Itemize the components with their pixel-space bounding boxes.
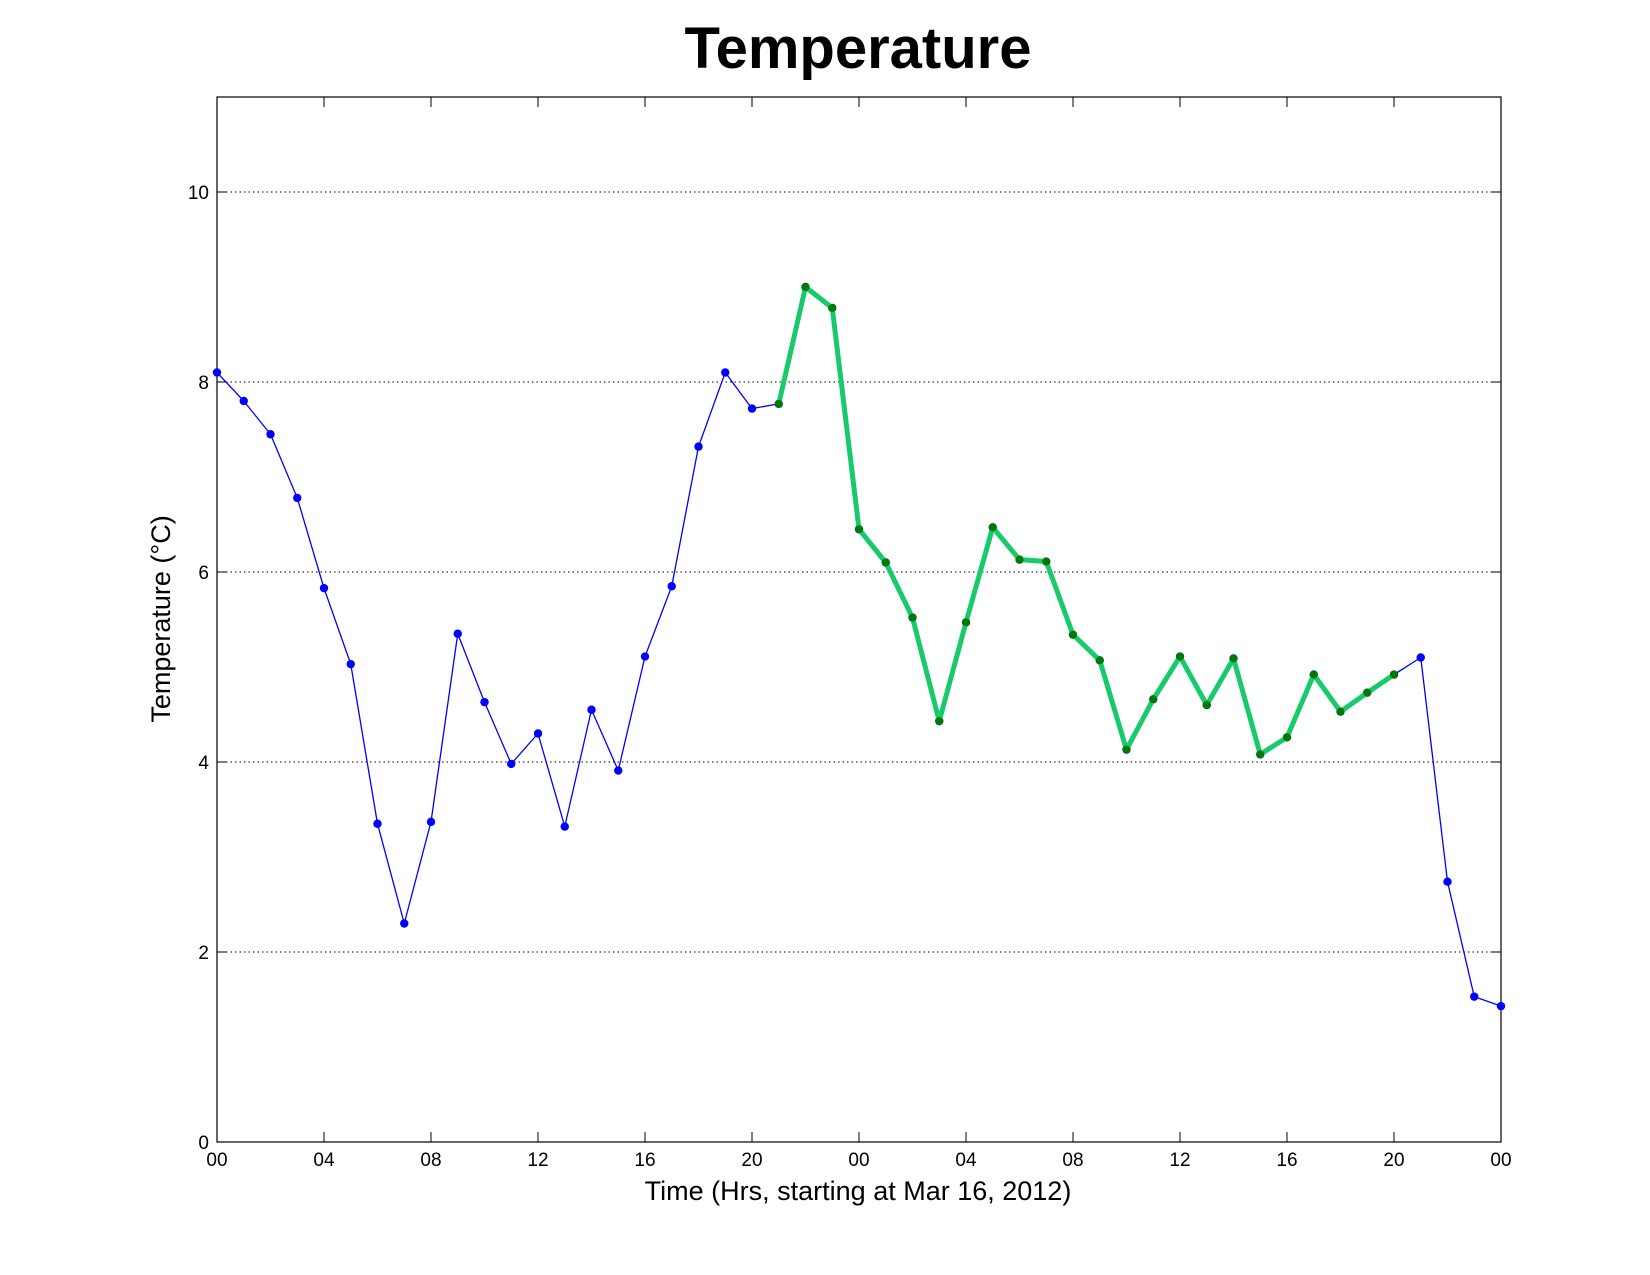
data-point-temperature bbox=[400, 919, 409, 928]
x-tick-label: 00 bbox=[206, 1150, 227, 1171]
data-point-highlighted bbox=[908, 613, 917, 622]
x-tick-label: 08 bbox=[420, 1150, 441, 1171]
data-point-temperature bbox=[293, 493, 302, 503]
data-point-temperature bbox=[640, 652, 650, 661]
data-point-temperature bbox=[1496, 1001, 1506, 1011]
data-point-temperature bbox=[587, 705, 596, 714]
y-tick-label: 6 bbox=[198, 563, 209, 584]
data-point-temperature bbox=[667, 582, 676, 591]
data-point-highlighted bbox=[855, 525, 863, 534]
data-point-temperature bbox=[266, 430, 275, 439]
x-tick-label: 16 bbox=[1276, 1150, 1297, 1171]
data-point-highlighted bbox=[1202, 701, 1211, 709]
x-tick-label: 20 bbox=[1383, 1150, 1404, 1171]
x-tick-label: 00 bbox=[1490, 1150, 1511, 1171]
y-tick-label: 2 bbox=[198, 943, 209, 964]
data-point-highlighted bbox=[1176, 652, 1184, 661]
x-tick-label: 16 bbox=[634, 1150, 655, 1171]
data-point-temperature bbox=[560, 822, 569, 831]
data-point-temperature bbox=[426, 817, 436, 827]
data-point-temperature bbox=[212, 368, 222, 377]
data-point-highlighted bbox=[935, 717, 944, 726]
data-point-temperature bbox=[614, 766, 623, 775]
x-tick-label: 20 bbox=[741, 1150, 762, 1171]
data-point-highlighted bbox=[1069, 630, 1077, 639]
series-line-highlighted bbox=[776, 284, 1397, 757]
data-point-highlighted bbox=[1095, 656, 1104, 665]
axis-ticks: 0 2 4 6 8 10 00 04 08 12 16 20 00 04 08 12 16 20 00 bbox=[188, 97, 1512, 1171]
series-line-temperature bbox=[216, 286, 1502, 1007]
chart-title: Temperature bbox=[684, 16, 1031, 81]
data-point-highlighted bbox=[1122, 745, 1131, 754]
data-point-temperature bbox=[319, 583, 329, 593]
data-point-highlighted bbox=[881, 558, 890, 567]
x-tick-label: 04 bbox=[313, 1150, 335, 1171]
data-point-temperature bbox=[239, 396, 248, 406]
y-axis-label: Temperature (°C) bbox=[146, 515, 176, 722]
data-point-highlighted bbox=[1390, 670, 1398, 679]
data-point-temperature bbox=[1470, 992, 1479, 1001]
data-point-highlighted bbox=[962, 618, 970, 627]
series-layer bbox=[212, 282, 1506, 1011]
data-point-temperature bbox=[346, 659, 355, 669]
data-point-temperature bbox=[1416, 653, 1425, 662]
data-point-temperature bbox=[453, 629, 462, 638]
y-tick-label: 4 bbox=[198, 753, 209, 774]
x-tick-label: 12 bbox=[1169, 1150, 1190, 1171]
data-point-highlighted bbox=[1309, 670, 1318, 679]
y-tick-label: 0 bbox=[198, 1133, 209, 1154]
y-tick-label: 10 bbox=[188, 183, 209, 204]
data-point-highlighted bbox=[1256, 750, 1265, 759]
data-point-temperature bbox=[747, 404, 757, 413]
x-tick-label: 00 bbox=[848, 1150, 869, 1171]
plot-frame bbox=[216, 96, 1502, 1143]
data-point-highlighted bbox=[801, 283, 810, 291]
data-point-highlighted bbox=[774, 399, 783, 408]
data-point-temperature bbox=[480, 697, 489, 707]
gridlines bbox=[217, 191, 1501, 953]
data-point-highlighted bbox=[1336, 707, 1345, 716]
data-point-temperature bbox=[507, 759, 516, 769]
data-point-temperature bbox=[721, 368, 730, 377]
data-point-temperature bbox=[373, 819, 382, 828]
data-point-highlighted bbox=[1363, 688, 1372, 697]
data-point-highlighted bbox=[1042, 557, 1051, 566]
data-point-temperature bbox=[1443, 877, 1452, 886]
x-tick-label: 08 bbox=[1062, 1150, 1083, 1171]
data-point-highlighted bbox=[1283, 733, 1291, 742]
data-point-temperature bbox=[694, 442, 703, 451]
data-point-temperature bbox=[533, 729, 543, 738]
x-tick-label: 12 bbox=[527, 1150, 548, 1171]
data-point-highlighted bbox=[828, 303, 837, 312]
y-tick-label: 8 bbox=[198, 373, 209, 394]
x-axis-label: Time (Hrs, starting at Mar 16, 2012) bbox=[645, 1176, 1072, 1206]
data-point-highlighted bbox=[1015, 555, 1024, 564]
data-point-highlighted bbox=[1229, 654, 1238, 663]
data-point-highlighted bbox=[988, 523, 997, 532]
data-point-highlighted bbox=[1149, 695, 1158, 704]
x-tick-label: 04 bbox=[955, 1150, 977, 1171]
